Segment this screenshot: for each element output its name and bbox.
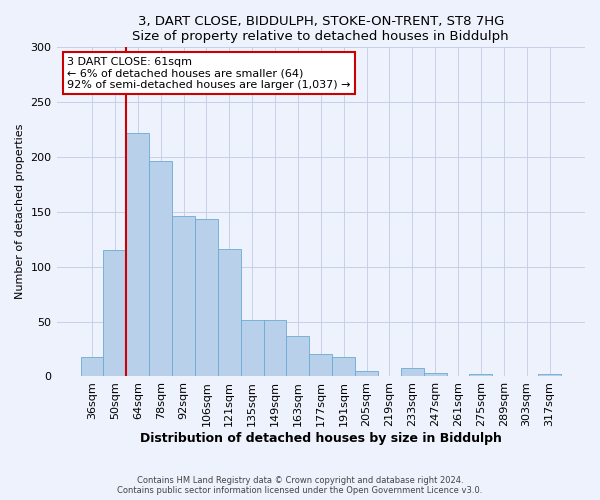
Bar — [127, 132, 149, 376]
Bar — [401, 368, 424, 376]
Text: Contains HM Land Registry data © Crown copyright and database right 2024.
Contai: Contains HM Land Registry data © Crown c… — [118, 476, 482, 495]
Bar — [80, 356, 103, 376]
Bar — [241, 320, 263, 376]
Bar — [149, 161, 172, 376]
Bar — [218, 249, 241, 376]
Bar — [263, 320, 286, 376]
Bar — [424, 373, 446, 376]
Bar — [310, 354, 332, 376]
Bar — [538, 374, 561, 376]
Y-axis label: Number of detached properties: Number of detached properties — [15, 124, 25, 300]
Bar — [103, 250, 127, 376]
Bar — [355, 371, 378, 376]
Bar — [332, 356, 355, 376]
Text: 3 DART CLOSE: 61sqm
← 6% of detached houses are smaller (64)
92% of semi-detache: 3 DART CLOSE: 61sqm ← 6% of detached hou… — [67, 57, 350, 90]
Title: 3, DART CLOSE, BIDDULPH, STOKE-ON-TRENT, ST8 7HG
Size of property relative to de: 3, DART CLOSE, BIDDULPH, STOKE-ON-TRENT,… — [133, 15, 509, 43]
Bar — [469, 374, 493, 376]
Bar — [172, 216, 195, 376]
Bar — [195, 220, 218, 376]
Bar — [286, 336, 310, 376]
X-axis label: Distribution of detached houses by size in Biddulph: Distribution of detached houses by size … — [140, 432, 502, 445]
